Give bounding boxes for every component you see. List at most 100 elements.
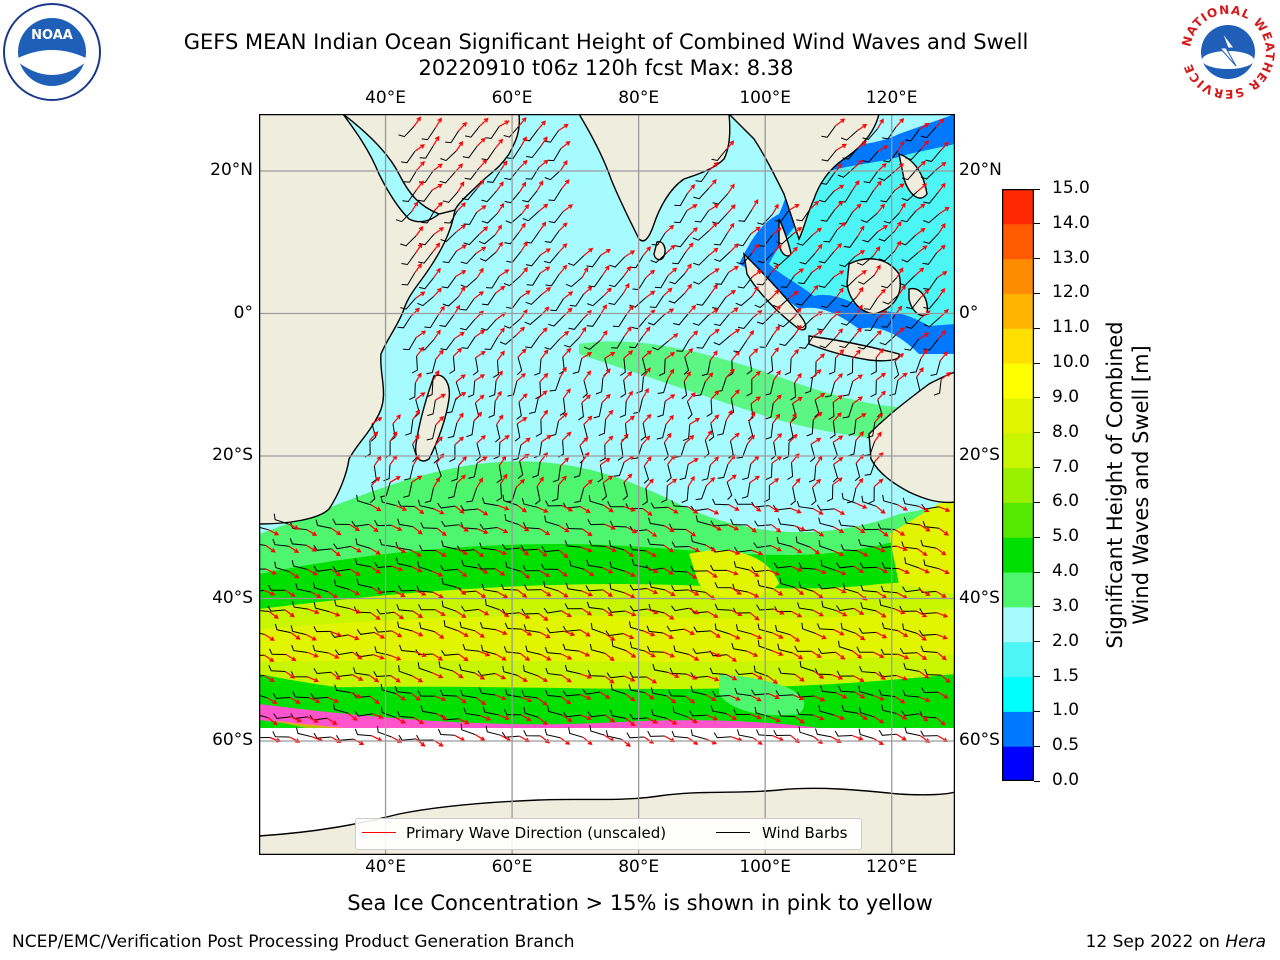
lat-tick-label: 60°S	[212, 730, 253, 750]
wind-barb	[820, 559, 836, 571]
wind-barb	[274, 561, 290, 573]
wind-barb	[846, 487, 857, 504]
wave-arrow	[813, 529, 825, 537]
wave-arrow	[456, 586, 467, 595]
wave-arrow	[920, 140, 930, 150]
wave-arrow	[877, 225, 889, 233]
colorbar-tick-label: 13.0	[1052, 247, 1090, 268]
wind-barb	[676, 338, 690, 352]
wind-barb	[419, 622, 435, 633]
wave-arrow	[665, 414, 674, 425]
wind-barb	[370, 423, 377, 442]
wave-arrow	[391, 630, 403, 638]
wind-barb	[611, 640, 627, 652]
wind-barb	[870, 357, 877, 375]
colorbar-tick-mark	[1034, 362, 1040, 364]
wave-arrow	[725, 140, 735, 150]
wind-barb	[481, 147, 496, 161]
wind-barb	[521, 608, 539, 615]
wind-barb	[418, 604, 436, 611]
wind-barb	[860, 602, 877, 612]
wind-barb	[741, 482, 751, 499]
wave-arrow	[371, 476, 381, 486]
wave-arrow	[769, 478, 780, 486]
wind-barb	[269, 648, 287, 655]
colorbar-tick-label: 2.0	[1052, 630, 1080, 651]
wave-arrow	[518, 181, 527, 193]
wind-barb	[399, 644, 416, 653]
wave-arrow	[288, 545, 300, 553]
wind-barb	[841, 492, 857, 504]
colorbar-tick-mark	[1034, 710, 1040, 712]
wind-barb	[631, 444, 643, 460]
wave-arrow	[497, 591, 509, 599]
wave-arrow	[833, 270, 845, 278]
wind-barb	[754, 520, 772, 527]
wind-barb	[478, 687, 496, 696]
wind-barb	[795, 294, 812, 306]
wind-barb	[856, 255, 874, 266]
wave-arrow	[517, 589, 528, 598]
wave-arrow	[917, 183, 928, 192]
wave-arrow	[751, 370, 761, 380]
wave-arrow	[540, 589, 552, 597]
wave-arrow	[897, 630, 909, 638]
wind-barb	[424, 315, 439, 329]
wave-arrow	[557, 568, 568, 577]
wind-barb	[787, 423, 794, 442]
wave-arrow	[369, 431, 379, 441]
wind-barb	[671, 500, 689, 508]
wave-arrow	[853, 607, 865, 615]
wind-barb	[463, 707, 480, 717]
wind-barb	[608, 293, 624, 306]
wave-arrow	[394, 590, 406, 598]
wind-barb	[417, 662, 433, 674]
wave-arrow	[458, 524, 469, 532]
wave-arrow	[432, 591, 444, 599]
wave-arrow	[936, 547, 947, 556]
wave-arrow	[601, 393, 611, 404]
wind-barb	[587, 519, 605, 526]
wind-barb	[784, 358, 792, 376]
wave-arrow	[916, 632, 927, 641]
wind-barb	[920, 539, 937, 549]
wave-arrow	[435, 550, 447, 557]
wind-barb	[672, 251, 687, 265]
wind-barb	[914, 376, 921, 395]
wave-arrow	[731, 609, 743, 616]
lat-tick-label: 0°	[959, 302, 979, 323]
wind-barb	[713, 335, 731, 346]
wave-arrow	[538, 613, 549, 621]
wind-barb	[569, 559, 585, 570]
wave-arrow	[395, 546, 407, 553]
wind-barb	[711, 296, 727, 310]
wave-arrow	[687, 475, 695, 487]
wave-arrow	[834, 508, 846, 515]
wind-barb	[442, 250, 457, 264]
wind-barb	[651, 709, 667, 719]
wind-barb	[920, 126, 937, 139]
wind-barb	[334, 579, 350, 590]
wave-arrow	[411, 566, 423, 573]
colorbar-tick-mark	[1034, 258, 1040, 260]
wave-arrow	[625, 650, 637, 658]
wind-barb	[523, 129, 539, 142]
wind-barb	[259, 526, 269, 531]
wave-arrow	[605, 409, 614, 420]
wave-arrow	[474, 630, 485, 638]
wave-arrow	[495, 370, 503, 381]
wave-arrow	[666, 717, 678, 725]
wind-barb	[650, 502, 669, 509]
wave-arrow	[432, 242, 441, 253]
wave-arrow	[812, 411, 823, 421]
wind-barb	[313, 545, 332, 551]
wind-barb	[593, 402, 603, 419]
wind-barb	[694, 381, 706, 397]
wave-arrow	[728, 549, 741, 555]
wind-barb	[757, 579, 774, 590]
wind-barb	[397, 315, 412, 329]
wind-barb	[856, 646, 874, 653]
wind-barb	[599, 444, 606, 462]
wave-arrow	[833, 526, 845, 533]
wind-barb	[545, 689, 562, 698]
